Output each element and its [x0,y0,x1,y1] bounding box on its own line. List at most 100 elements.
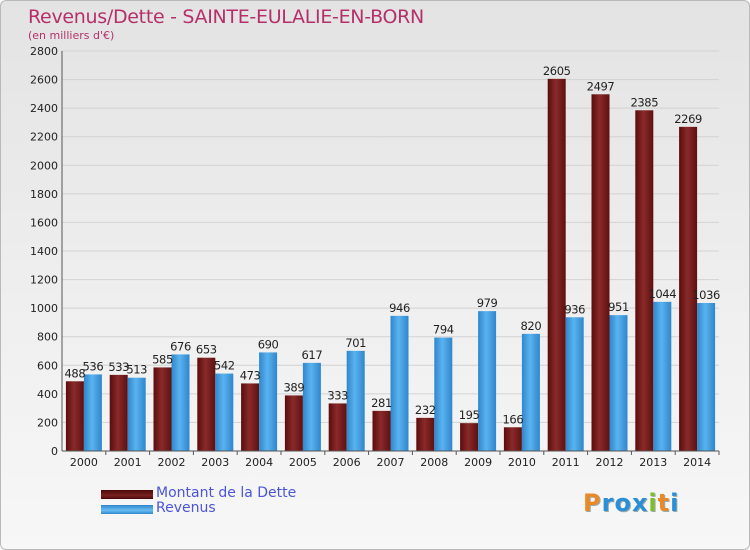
bar-dette [460,423,479,451]
logo-letter: i [670,489,680,517]
y-tick-label: 2400 [30,102,58,115]
bar-dette [153,367,172,451]
data-label-revenus: 951 [608,300,629,314]
bar-revenus [434,337,453,451]
y-tick-label: 2800 [30,45,58,58]
bar-dette [503,427,522,451]
bar-dette [679,126,698,451]
x-tick-label: 2003 [201,456,229,469]
bar-revenus [390,315,409,451]
bar-dette [109,374,128,451]
bar-revenus [346,350,365,451]
data-label-revenus: 536 [83,359,104,373]
bar-revenus [302,362,321,451]
y-tick-label: 1600 [30,216,58,229]
data-label-revenus: 979 [477,296,498,310]
logo-letter: t [657,489,671,517]
x-tick-label: 2008 [420,456,448,469]
x-tick-label: 2013 [639,456,667,469]
bar-revenus [83,374,102,451]
legend-label-revenus: Revenus [156,500,216,516]
chart-title: Revenus/Dette - SAINTE-EULALIE-EN-BORN [28,6,424,28]
x-tick-label: 2014 [683,456,711,469]
y-tick-label: 600 [37,359,58,372]
bar-revenus [609,315,628,451]
data-label-dette: 585 [152,352,173,366]
logo-letter: r [601,489,615,517]
logo-letter: o [614,489,632,517]
y-tick-label: 2000 [30,159,58,172]
data-label-revenus: 794 [433,323,454,337]
proxiti-logo: Proxiti [583,489,679,517]
x-tick-label: 2007 [377,456,405,469]
data-label-revenus: 936 [564,302,585,316]
x-tick-label: 2009 [464,456,492,469]
bar-revenus [697,303,716,451]
bar-dette [197,357,216,451]
y-tick-label: 2200 [30,131,58,144]
bar-dette [416,417,435,451]
data-label-revenus: 542 [214,359,235,373]
logo-letter: P [583,489,602,517]
y-tick-label: 1800 [30,188,58,201]
bar-revenus [171,354,190,451]
bar-revenus [478,311,497,451]
y-tick-label: 800 [37,331,58,344]
legend-label-dette: Montant de la Dette [156,485,297,501]
bar-revenus [521,333,540,451]
data-label-dette: 473 [240,368,261,382]
bar-revenus [127,377,146,451]
data-label-dette: 166 [503,412,524,426]
bar-revenus [565,317,584,451]
x-tick-label: 2000 [70,456,98,469]
data-label-revenus: 513 [126,363,147,377]
data-label-dette: 2385 [630,95,658,109]
data-label-revenus: 820 [521,319,542,333]
data-label-dette: 232 [415,403,436,417]
x-tick-label: 2005 [289,456,317,469]
y-tick-label: 1000 [30,302,58,315]
data-label-revenus: 676 [170,339,191,353]
x-tick-label: 2012 [596,456,624,469]
x-tick-label: 2004 [245,456,273,469]
chart-subtitle: (en milliers d'€) [28,29,115,42]
bar-revenus [215,373,234,451]
legend-swatch-dette [101,490,153,499]
bar-dette [65,381,84,451]
data-label-revenus: 1044 [648,287,676,301]
data-label-revenus: 946 [389,301,410,315]
data-label-revenus: 701 [345,336,366,350]
data-label-revenus: 690 [258,337,279,351]
data-label-dette: 653 [196,343,217,357]
data-label-dette: 333 [327,388,348,402]
bar-revenus [259,352,278,451]
bar-dette [241,383,260,451]
bar-dette [635,110,654,452]
data-label-dette: 2269 [674,112,702,126]
x-tick-label: 2001 [114,456,142,469]
y-tick-label: 0 [51,445,58,458]
logo-letter: x [631,489,649,517]
data-label-dette: 389 [284,380,305,394]
x-tick-label: 2011 [552,456,580,469]
bar-dette [328,403,347,451]
y-tick-label: 1200 [30,274,58,287]
x-tick-label: 2006 [333,456,361,469]
bar-dette [591,94,610,452]
data-label-revenus: 1036 [692,288,720,302]
data-label-dette: 281 [371,396,392,410]
data-label-revenus: 617 [302,348,323,362]
data-label-dette: 2605 [543,64,571,78]
y-tick-label: 200 [37,416,58,429]
y-tick-label: 1400 [30,245,58,258]
bar-revenus [653,301,672,451]
data-label-dette: 2497 [587,79,615,93]
data-label-dette: 488 [65,366,86,380]
legend-swatch-revenus [101,505,153,514]
y-tick-label: 2600 [30,74,58,87]
bar-dette [547,78,566,451]
bar-dette [284,395,303,451]
x-tick-label: 2010 [508,456,536,469]
